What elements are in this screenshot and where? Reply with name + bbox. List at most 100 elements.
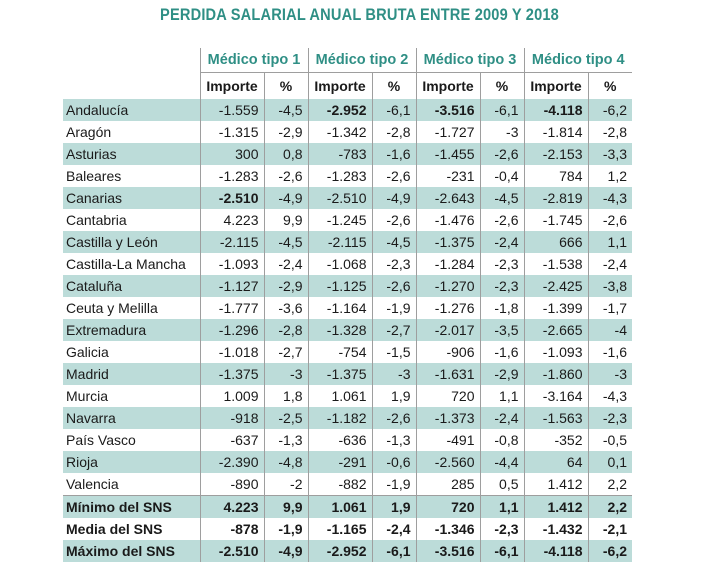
pct-cell: -1,6 xyxy=(587,341,632,363)
importe-cell: -1.346 xyxy=(415,518,480,540)
importe-cell: -1.455 xyxy=(415,143,480,165)
importe-cell: -1.538 xyxy=(523,253,588,275)
pct-cell: -3,5 xyxy=(479,319,524,341)
pct-cell: -2,1 xyxy=(587,518,632,540)
importe-cell: -352 xyxy=(523,429,588,451)
importe-header: Importe xyxy=(415,72,480,99)
importe-cell: -1.342 xyxy=(307,121,372,143)
region-cell: Castilla-La Mancha xyxy=(66,256,186,272)
importe-cell: 64 xyxy=(523,451,588,473)
pct-cell: -1,7 xyxy=(587,297,632,319)
importe-cell: -1.563 xyxy=(523,407,588,429)
importe-cell: 1.061 xyxy=(307,385,372,407)
importe-cell: -1.777 xyxy=(199,297,264,319)
region-cell: Asturias xyxy=(63,143,200,165)
importe-cell: -882 xyxy=(307,473,372,496)
importe-cell: -1.093 xyxy=(523,341,588,363)
importe-cell: 1.061 xyxy=(307,495,372,518)
importe-cell: -2.560 xyxy=(415,451,480,473)
pct-cell: 0,1 xyxy=(587,451,632,473)
importe-cell: -1.315 xyxy=(199,121,264,143)
pct-cell: -6,2 xyxy=(587,99,632,121)
importe-cell: 720 xyxy=(415,385,480,407)
pct-cell: -6,1 xyxy=(371,99,416,121)
table-row: Murcia 1.009 1,8 1.061 1,9 720 1,1 -3.164 -4,3 xyxy=(63,385,632,407)
pct-cell: -2,6 xyxy=(263,165,308,187)
region-cell: Media del SNS xyxy=(66,521,163,537)
table-row: Galicia -1.018 -2,7 -754 -1,5 -906 -1,6 -1.093-… xyxy=(63,341,632,363)
pct-cell: -1,9 xyxy=(371,473,416,496)
table-row: Extremadura -1.296 -2,8 -1.328 -2,7 -2.017 -3,… xyxy=(63,319,632,341)
table-row: Rioja -2.390 -4,8 -291 -0,6 -2.560 -4,4 64 0,1 xyxy=(63,451,632,473)
importe-cell: -636 xyxy=(307,429,372,451)
pct-cell: -2,8 xyxy=(263,319,308,341)
pct-cell: -4,3 xyxy=(587,385,632,407)
pct-cell: -4,4 xyxy=(479,451,524,473)
pct-cell: -4,5 xyxy=(479,187,524,209)
importe-cell: -1.018 xyxy=(199,341,264,363)
pct-cell: -2,3 xyxy=(479,275,524,297)
importe-cell: -291 xyxy=(307,451,372,473)
pct-cell: 1,9 xyxy=(371,385,416,407)
importe-cell: -2.115 xyxy=(199,231,264,253)
importe-cell: 1.009 xyxy=(199,385,264,407)
pct-cell: -1,3 xyxy=(371,429,416,451)
region-cell: Baleares xyxy=(66,168,122,184)
importe-header: Importe xyxy=(199,72,264,99)
pct-cell: 1,2 xyxy=(587,165,632,187)
pct-cell: -2,4 xyxy=(479,407,524,429)
importe-cell: -4.118 xyxy=(523,540,588,562)
importe-cell: -1.165 xyxy=(307,518,372,540)
pct-cell: -4,9 xyxy=(263,187,308,209)
importe-cell: -4.118 xyxy=(523,99,588,121)
pct-cell: -2,5 xyxy=(263,407,308,429)
importe-cell: -1.182 xyxy=(307,407,372,429)
importe-cell: -1.375 xyxy=(415,231,480,253)
pct-cell: -4,5 xyxy=(263,99,308,121)
importe-cell: -1.296 xyxy=(199,319,264,341)
pct-cell: -2,4 xyxy=(587,253,632,275)
pct-cell: -4,3 xyxy=(587,187,632,209)
pct-cell: -1,8 xyxy=(479,297,524,319)
importe-cell: -783 xyxy=(307,143,372,165)
importe-cell: -1.631 xyxy=(415,363,480,385)
salary-loss-table: Médico tipo 1 Médico tipo 2 Médico tipo … xyxy=(63,48,632,562)
pct-cell: -2,8 xyxy=(587,121,632,143)
pct-cell: -2,6 xyxy=(587,209,632,231)
pct-header: % xyxy=(479,72,524,99)
importe-cell: 300 xyxy=(199,143,264,165)
pct-cell: -0,6 xyxy=(371,451,416,473)
importe-cell: 4.223 xyxy=(199,209,264,231)
pct-cell: -4,9 xyxy=(371,187,416,209)
pct-cell: -2,3 xyxy=(479,518,524,540)
importe-cell: -878 xyxy=(199,518,264,540)
group-header-tipo-3: Médico tipo 3 xyxy=(415,48,524,73)
importe-cell: -918 xyxy=(199,407,264,429)
importe-cell: -1.245 xyxy=(307,209,372,231)
pct-cell: 2,2 xyxy=(587,473,632,496)
pct-cell: -3,6 xyxy=(263,297,308,319)
importe-cell: -2.643 xyxy=(415,187,480,209)
pct-cell: 1,8 xyxy=(263,385,308,407)
pct-cell: 0,5 xyxy=(479,473,524,496)
table-row: Castilla y León -2.115 -4,5 -2.115 -4,5 -1.37… xyxy=(63,231,632,253)
pct-cell: -2,9 xyxy=(263,121,308,143)
pct-header: % xyxy=(371,72,416,99)
region-cell: Ceuta y Melilla xyxy=(66,300,158,316)
importe-cell: -1.283 xyxy=(199,165,264,187)
region-cell: Madrid xyxy=(63,363,200,385)
group-header-tipo-1: Médico tipo 1 xyxy=(199,48,308,73)
importe-cell: -1.745 xyxy=(523,209,588,231)
table-row: Canarias -2.510 -4,9 -2.510 -4,9 -2.643 -4,5 -2… xyxy=(63,187,632,209)
importe-cell: -1.093 xyxy=(199,253,264,275)
pct-cell: -2,9 xyxy=(263,275,308,297)
pct-cell: -4,5 xyxy=(263,231,308,253)
pct-cell: -2,4 xyxy=(263,253,308,275)
importe-cell: -491 xyxy=(415,429,480,451)
importe-cell: -754 xyxy=(307,341,372,363)
importe-cell: -2.819 xyxy=(523,187,588,209)
importe-cell: -2.510 xyxy=(199,540,264,562)
header-corner xyxy=(63,48,200,73)
pct-cell: -3,3 xyxy=(587,143,632,165)
pct-cell: -2,3 xyxy=(479,253,524,275)
